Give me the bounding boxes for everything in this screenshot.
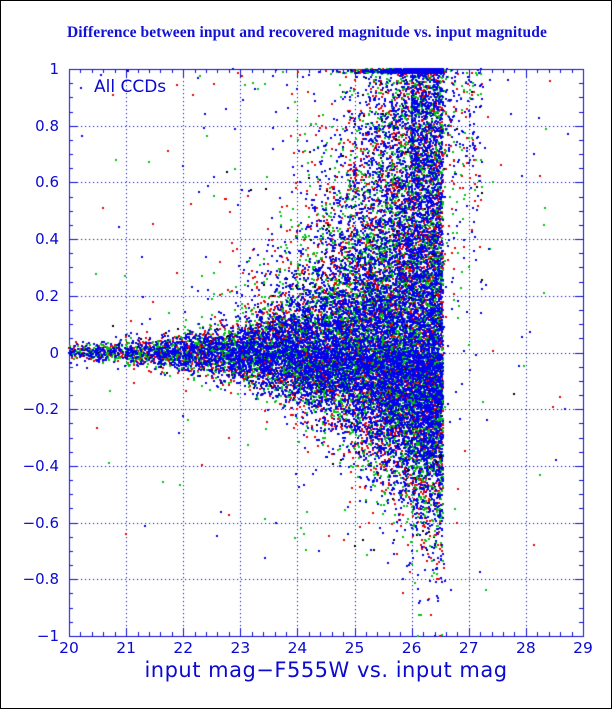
y-tick-label: 0.6 xyxy=(35,173,59,192)
x-tick-label: 28 xyxy=(516,639,536,657)
y-tick-label: −1 xyxy=(36,627,59,645)
y-tick-label: 1 xyxy=(49,60,59,78)
x-tick-label: 24 xyxy=(287,639,308,657)
x-tick-label: 21 xyxy=(116,639,136,657)
y-tick-label: 0.8 xyxy=(35,116,59,135)
x-tick-label: 20 xyxy=(59,639,79,657)
y-tick-label: 0 xyxy=(49,343,59,362)
x-tick-label: 25 xyxy=(344,639,365,657)
figure-title: Difference between input and recovered m… xyxy=(67,24,547,41)
panel-label: All CCDs xyxy=(94,77,167,97)
x-tick-label: 27 xyxy=(458,639,479,657)
x-tick-label: 22 xyxy=(173,639,194,657)
x-tick-label: 26 xyxy=(401,639,422,657)
x-tick-label: 23 xyxy=(230,639,251,657)
x-tick-label: 29 xyxy=(573,639,593,657)
y-tick-label: −0.6 xyxy=(22,513,59,532)
y-tick-label: −0.8 xyxy=(22,570,59,589)
y-tick-label: 0.2 xyxy=(35,286,59,305)
x-axis-title: input mag−F555W vs. input mag xyxy=(144,658,508,682)
y-tick-label: −0.2 xyxy=(22,400,59,419)
y-tick-label: −0.4 xyxy=(22,456,59,475)
y-tick-label: 0.4 xyxy=(35,230,59,249)
